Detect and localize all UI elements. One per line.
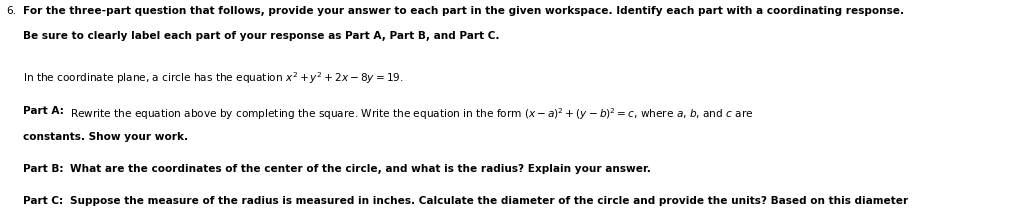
Text: 6.: 6.	[6, 6, 17, 17]
Text: In the coordinate plane, a circle has the equation $x^2 + y^2 + 2x - 8y = 19$.: In the coordinate plane, a circle has th…	[23, 70, 404, 86]
Text: Be sure to clearly label each part of your response as Part A, Part B, and Part : Be sure to clearly label each part of yo…	[23, 31, 499, 41]
Text: Rewrite the equation above by completing the square. Write the equation in the f: Rewrite the equation above by completing…	[70, 106, 753, 122]
Text: Suppose the measure of the radius is measured in inches. Calculate the diameter : Suppose the measure of the radius is mea…	[70, 196, 909, 206]
Text: Part B:: Part B:	[23, 164, 63, 175]
Text: For the three-part question that follows, provide your answer to each part in th: For the three-part question that follows…	[23, 6, 904, 17]
Text: What are the coordinates of the center of the circle, and what is the radius? Ex: What are the coordinates of the center o…	[70, 164, 651, 175]
Text: Part C:: Part C:	[23, 196, 63, 206]
Text: Part A:: Part A:	[23, 106, 64, 117]
Text: constants. Show your work.: constants. Show your work.	[23, 132, 188, 142]
